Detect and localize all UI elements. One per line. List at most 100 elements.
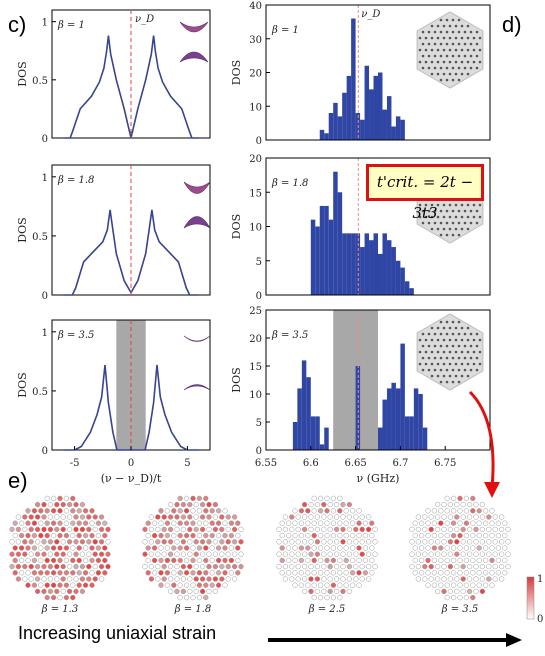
lattice-site bbox=[505, 563, 511, 570]
lattice-site bbox=[180, 501, 187, 508]
x-tick-label: 6.6 bbox=[303, 458, 319, 469]
lattice-site bbox=[439, 54, 443, 58]
lattice-site bbox=[460, 563, 466, 570]
lattice-site bbox=[50, 520, 57, 526]
lattice-site bbox=[60, 588, 66, 595]
lattice-site bbox=[424, 48, 428, 52]
lattice-site bbox=[235, 545, 241, 551]
lattice-site bbox=[177, 557, 183, 564]
lattice-site bbox=[196, 557, 203, 564]
lattice-site bbox=[145, 532, 151, 539]
lattice-site bbox=[151, 532, 158, 539]
red-arrow bbox=[468, 390, 495, 489]
y-axis-label: DOS bbox=[16, 61, 29, 86]
lattice-site bbox=[60, 576, 66, 582]
y-tick-label: 5 bbox=[256, 257, 262, 268]
histogram-bar bbox=[378, 72, 383, 140]
histogram-bar bbox=[400, 267, 405, 295]
lattice-site bbox=[171, 520, 177, 526]
lattice-site bbox=[324, 545, 330, 551]
lattice-site bbox=[295, 563, 301, 570]
lattice-site bbox=[305, 557, 311, 564]
lattice-site bbox=[180, 539, 187, 545]
lattice-site bbox=[148, 551, 155, 557]
lattice-site bbox=[66, 539, 73, 545]
lattice-site bbox=[428, 539, 434, 545]
lattice-site bbox=[79, 563, 86, 570]
lattice-site bbox=[457, 332, 461, 336]
lattice-site bbox=[314, 563, 321, 570]
lattice-site bbox=[190, 520, 196, 526]
lattice-site bbox=[225, 576, 231, 582]
lattice-site bbox=[475, 344, 479, 348]
lattice-site bbox=[469, 344, 473, 348]
lattice-site bbox=[450, 557, 457, 564]
lattice-site bbox=[448, 48, 452, 52]
lattice-site bbox=[463, 368, 467, 372]
lattice-site bbox=[349, 532, 356, 539]
lattice-site bbox=[76, 570, 82, 576]
lattice-site bbox=[460, 203, 464, 207]
y-tick-label: 10 bbox=[249, 102, 262, 113]
histogram-bar bbox=[351, 18, 356, 140]
lattice-site bbox=[479, 563, 486, 570]
lattice-site bbox=[193, 539, 199, 545]
lattice-site bbox=[431, 582, 438, 588]
histogram-bar bbox=[364, 233, 370, 295]
lattice-site bbox=[203, 594, 209, 601]
y-tick-label: 0 bbox=[256, 291, 262, 302]
lattice-site bbox=[158, 508, 164, 514]
lattice-site bbox=[70, 594, 76, 601]
lattice-site bbox=[337, 532, 343, 539]
lattice-site bbox=[279, 532, 285, 539]
lattice-site bbox=[439, 380, 443, 384]
lattice-site bbox=[460, 36, 464, 40]
lattice-site bbox=[365, 551, 372, 557]
lattice-site bbox=[82, 520, 89, 526]
lattice-site bbox=[190, 495, 196, 502]
lattice-site bbox=[92, 576, 98, 582]
lattice-site bbox=[298, 520, 305, 526]
lattice-site bbox=[70, 582, 76, 588]
lattice-site bbox=[44, 582, 50, 588]
lattice-site bbox=[209, 570, 215, 576]
lattice-site bbox=[418, 557, 425, 564]
lattice-site bbox=[324, 594, 330, 601]
lattice-site bbox=[422, 539, 428, 545]
lattice-site bbox=[454, 36, 458, 40]
lattice-site bbox=[472, 215, 476, 219]
lattice-site bbox=[489, 532, 495, 539]
lattice-site bbox=[199, 576, 206, 582]
lattice-site bbox=[164, 545, 171, 551]
lattice-site bbox=[183, 594, 190, 601]
lattice-site bbox=[478, 48, 482, 52]
histogram-bar bbox=[382, 233, 387, 295]
lattice-site bbox=[466, 215, 470, 219]
lattice-site bbox=[231, 514, 238, 520]
lattice-site bbox=[431, 532, 438, 539]
lattice-site bbox=[301, 588, 308, 595]
lattice-site bbox=[295, 526, 301, 533]
y-tick-label: 10 bbox=[249, 390, 262, 401]
lattice-site bbox=[454, 526, 460, 533]
lattice-site bbox=[460, 350, 464, 354]
plot-frame bbox=[265, 309, 491, 451]
lattice-site bbox=[98, 551, 105, 557]
lattice-site bbox=[196, 545, 203, 551]
lattice-site bbox=[424, 350, 428, 354]
lattice-site bbox=[311, 495, 317, 502]
lattice-site bbox=[155, 526, 161, 533]
lattice-site bbox=[66, 501, 73, 508]
lattice-site bbox=[346, 514, 353, 520]
lattice-site bbox=[333, 501, 340, 508]
lattice-site bbox=[292, 582, 298, 588]
lattice-site bbox=[457, 582, 463, 588]
lattice-site bbox=[412, 570, 418, 576]
lattice-site bbox=[34, 514, 41, 520]
lattice-site bbox=[187, 539, 193, 545]
lattice-site bbox=[463, 221, 467, 225]
lattice-site bbox=[105, 563, 111, 570]
lattice-site bbox=[444, 495, 450, 502]
lattice-site bbox=[148, 526, 155, 533]
lattice-site bbox=[466, 362, 470, 366]
